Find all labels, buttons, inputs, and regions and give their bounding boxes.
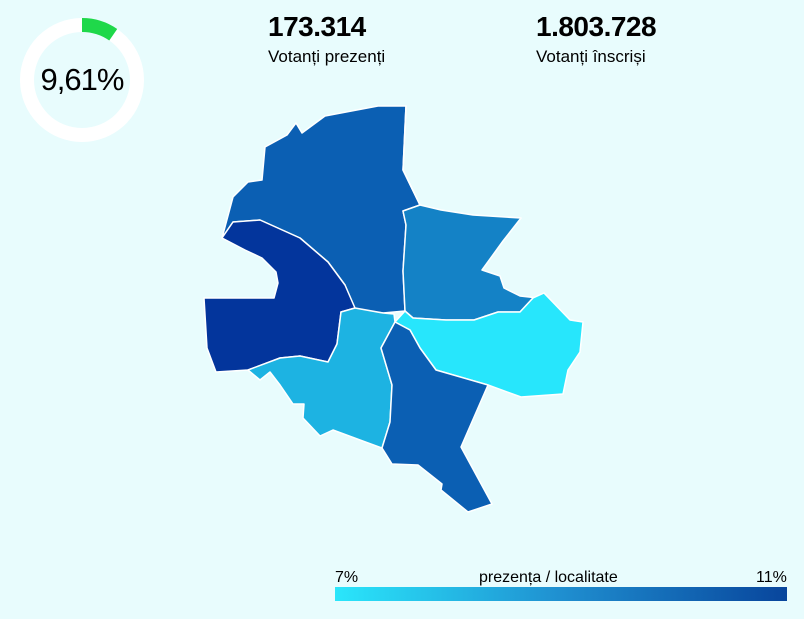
registered-voters-stat: 1.803.728 Votanți înscriși [536,11,657,68]
southwest-sector[interactable] [247,307,396,449]
present-voters-stat: 173.314 Votanți prezenți [268,12,385,68]
east-sector[interactable] [402,105,545,321]
legend-max-label: 11% [756,569,787,586]
legend-gradient-bar [335,587,787,601]
legend-min-label: 7% [335,569,359,586]
present-voters-label: Votanți prezenți [268,47,386,66]
registered-voters-value: 1.803.728 [536,11,657,42]
present-voters-value: 173.314 [268,11,366,42]
turnout-donut-chart: 9,61% [18,16,146,144]
registered-voters-label: Votanți înscriși [536,47,646,66]
donut-progress-arc [20,18,144,142]
south-sector[interactable] [380,321,493,513]
turnout-percent-label: 9,61% [40,62,125,97]
legend-title: prezența / localitate [479,569,618,586]
